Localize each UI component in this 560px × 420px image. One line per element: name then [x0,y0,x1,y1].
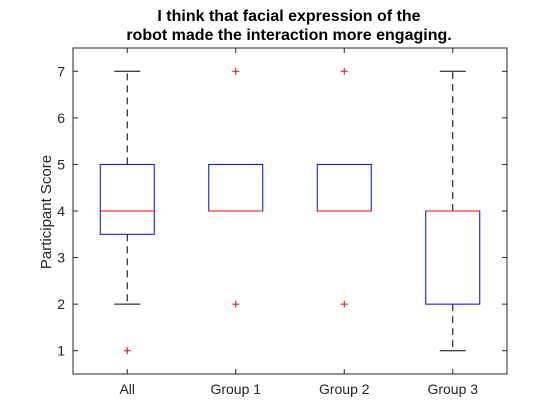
y-tick-label: 5 [57,156,65,172]
y-axis-label: Participant Score [38,155,55,269]
iqr-box [99,163,155,235]
iqr-box [425,210,481,305]
chart-title-line-2: robot made the interaction more engaging… [126,27,451,44]
x-tick-label: Group 1 [210,381,261,397]
y-tick-label: 2 [57,296,65,312]
plot-area: 1 2 3 4 5 6 7 All Group 1 Group 2 Group 3 [57,47,508,397]
chart-title-line-1: I think that facial expression of the [157,8,420,25]
y-tick-label: 7 [57,63,65,79]
iqr-box [208,163,264,212]
iqr-box [316,163,372,212]
y-tick-label: 6 [57,110,65,126]
y-tick-label: 3 [57,250,65,266]
x-tick-label: All [119,381,135,397]
y-tick-label: 1 [57,343,65,359]
x-tick-label: Group 2 [319,381,370,397]
y-tick-label: 4 [57,203,65,219]
x-tick-label: Group 3 [427,381,478,397]
